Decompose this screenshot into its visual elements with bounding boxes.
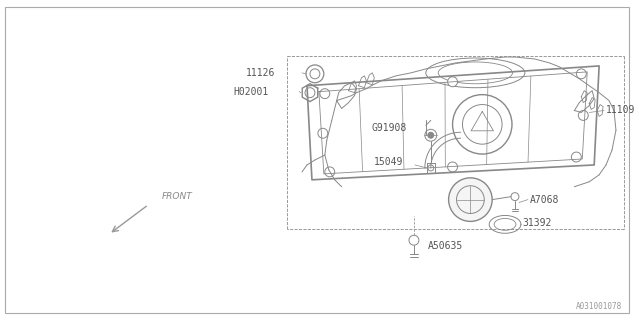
Text: A50635: A50635 bbox=[428, 241, 463, 251]
Text: H02001: H02001 bbox=[234, 87, 269, 97]
Circle shape bbox=[305, 88, 315, 98]
Circle shape bbox=[320, 89, 330, 99]
Text: A031001078: A031001078 bbox=[575, 301, 622, 310]
Text: G91908: G91908 bbox=[371, 123, 406, 133]
Circle shape bbox=[425, 129, 436, 141]
Circle shape bbox=[577, 69, 586, 79]
Circle shape bbox=[325, 167, 335, 177]
Circle shape bbox=[306, 65, 324, 83]
Circle shape bbox=[409, 235, 419, 245]
Circle shape bbox=[449, 178, 492, 221]
Text: 11109: 11109 bbox=[606, 106, 636, 116]
Text: A7068: A7068 bbox=[530, 195, 559, 204]
Text: FRONT: FRONT bbox=[161, 192, 192, 201]
Circle shape bbox=[511, 193, 519, 201]
Circle shape bbox=[428, 132, 434, 138]
Text: 15049: 15049 bbox=[374, 157, 404, 167]
Circle shape bbox=[579, 110, 588, 120]
Circle shape bbox=[318, 128, 328, 138]
Text: 31392: 31392 bbox=[522, 218, 551, 228]
Circle shape bbox=[447, 77, 458, 87]
Circle shape bbox=[428, 165, 434, 171]
Circle shape bbox=[572, 152, 581, 162]
Text: 11126: 11126 bbox=[246, 68, 275, 78]
Circle shape bbox=[447, 162, 458, 172]
